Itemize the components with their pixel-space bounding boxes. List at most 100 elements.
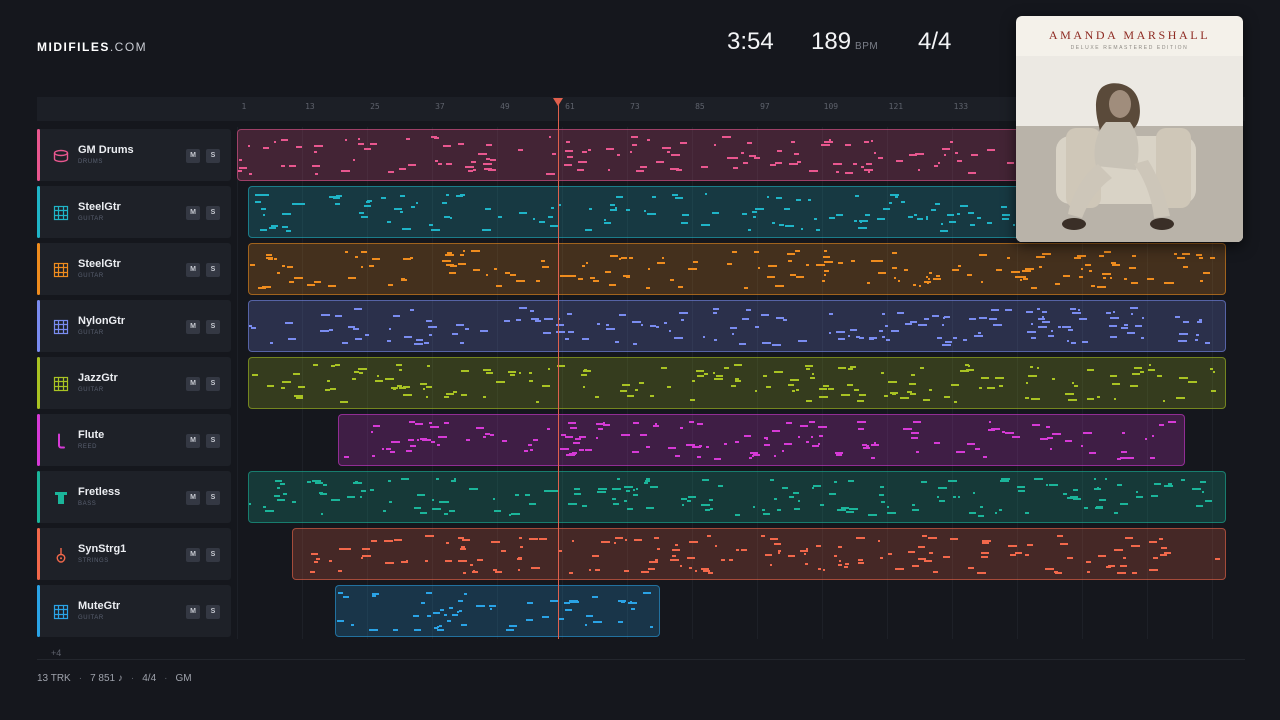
mute-button[interactable]: M: [186, 377, 200, 391]
note-mark: [701, 224, 710, 226]
note-mark: [1072, 312, 1081, 314]
solo-button[interactable]: S: [206, 548, 220, 562]
midi-clip[interactable]: [335, 585, 660, 637]
note-mark: [1121, 327, 1128, 329]
note-mark: [312, 480, 321, 482]
note-mark: [391, 441, 400, 443]
track-header[interactable]: GM Drums DRUMS M S: [37, 129, 231, 181]
midi-clip[interactable]: [248, 357, 1226, 409]
note-mark: [434, 137, 439, 139]
note-mark: [675, 455, 680, 457]
track-header[interactable]: SteelGtr GUITAR M S: [37, 243, 231, 295]
midi-clip[interactable]: [248, 471, 1226, 523]
playhead[interactable]: [558, 103, 559, 639]
note-mark: [689, 421, 694, 423]
note-mark: [646, 507, 654, 509]
mute-button[interactable]: M: [186, 605, 200, 619]
note-mark: [838, 564, 842, 566]
note-mark: [488, 169, 496, 171]
note-mark: [595, 569, 600, 571]
note-mark: [645, 480, 650, 482]
solo-button[interactable]: S: [206, 491, 220, 505]
note-mark: [874, 260, 883, 262]
note-mark: [978, 515, 984, 517]
track-category: REED: [78, 444, 98, 450]
drum-icon: [53, 148, 69, 164]
note-mark: [744, 435, 751, 437]
mute-button[interactable]: M: [186, 149, 200, 163]
note-mark: [871, 140, 873, 142]
note-mark: [1196, 505, 1203, 507]
note-mark: [824, 274, 826, 276]
track-color-strip: [37, 300, 40, 352]
midi-clip[interactable]: [292, 528, 1226, 580]
note-mark: [845, 172, 853, 174]
note-mark: [669, 330, 671, 332]
note-mark: [1042, 316, 1044, 318]
note-mark: [496, 381, 505, 383]
mute-button[interactable]: M: [186, 263, 200, 277]
mute-button[interactable]: M: [186, 548, 200, 562]
note-mark: [861, 166, 864, 168]
note-mark: [644, 482, 648, 484]
solo-button[interactable]: S: [206, 149, 220, 163]
note-mark: [565, 338, 569, 340]
brand-logo[interactable]: MIDIFILES.COM: [37, 40, 147, 54]
note-mark: [688, 268, 697, 270]
solo-button[interactable]: S: [206, 206, 220, 220]
track-header[interactable]: JazzGtr GUITAR M S: [37, 357, 231, 409]
note-mark: [1120, 565, 1127, 567]
note-mark: [1123, 557, 1126, 559]
note-mark: [314, 561, 318, 563]
note-mark: [501, 550, 506, 552]
midi-clip[interactable]: [338, 414, 1185, 466]
note-mark: [968, 212, 974, 214]
solo-button[interactable]: S: [206, 605, 220, 619]
mute-button[interactable]: M: [186, 320, 200, 334]
note-mark: [989, 421, 991, 423]
note-mark: [1106, 312, 1111, 314]
playhead-marker[interactable]: [553, 98, 563, 106]
note-mark: [520, 546, 523, 548]
track-header[interactable]: NylonGtr GUITAR M S: [37, 300, 231, 352]
midi-clip[interactable]: [248, 243, 1226, 295]
mute-button[interactable]: M: [186, 491, 200, 505]
note-mark: [952, 269, 959, 271]
mute-button[interactable]: M: [186, 434, 200, 448]
note-mark: [369, 629, 378, 631]
track-header[interactable]: MuteGtr GUITAR M S: [37, 585, 231, 637]
note-mark: [1149, 364, 1151, 366]
note-mark: [636, 488, 638, 490]
mute-button[interactable]: M: [186, 206, 200, 220]
solo-button[interactable]: S: [206, 377, 220, 391]
grid-line: [627, 127, 628, 639]
solo-button[interactable]: S: [206, 320, 220, 334]
note-mark: [406, 138, 410, 140]
grid-line: [952, 127, 953, 639]
note-mark: [1028, 375, 1037, 377]
note-mark: [806, 441, 809, 443]
note-mark: [761, 535, 765, 537]
note-mark: [656, 161, 664, 163]
note-mark: [347, 496, 355, 498]
track-header[interactable]: SteelGtr GUITAR M S: [37, 186, 231, 238]
note-mark: [798, 436, 800, 438]
note-mark: [274, 258, 277, 260]
note-mark: [967, 274, 972, 276]
more-tracks-indicator[interactable]: +4: [51, 648, 62, 658]
note-mark: [633, 422, 639, 424]
note-mark: [251, 327, 256, 329]
midi-clip[interactable]: [248, 300, 1226, 352]
note-mark: [1055, 572, 1062, 574]
note-mark: [1067, 340, 1069, 342]
note-mark: [1161, 547, 1167, 549]
note-mark: [919, 285, 921, 287]
note-mark: [836, 454, 842, 456]
track-header[interactable]: Fretless BASS M S: [37, 471, 231, 523]
bar-marker: 97: [760, 102, 770, 111]
solo-button[interactable]: S: [206, 263, 220, 277]
solo-button[interactable]: S: [206, 434, 220, 448]
track-header[interactable]: SynStrg1 STRINGS M S: [37, 528, 231, 580]
track-header[interactable]: Flute REED M S: [37, 414, 231, 466]
note-mark: [434, 627, 438, 629]
